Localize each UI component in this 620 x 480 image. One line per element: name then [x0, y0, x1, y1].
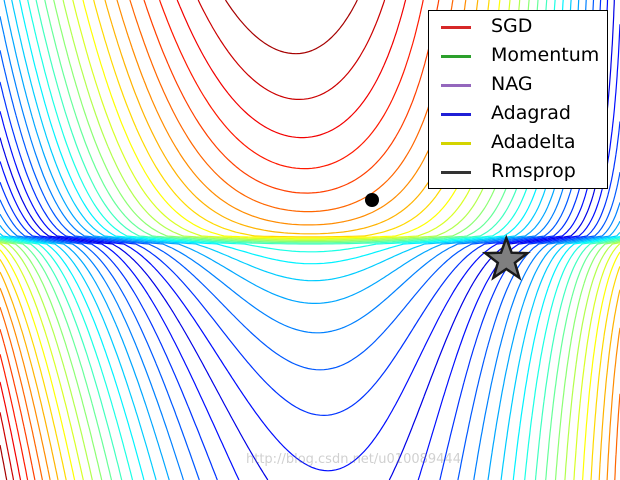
- legend-entry: SGD: [429, 13, 607, 42]
- legend-label: Rmsprop: [491, 160, 576, 182]
- contour-line: [0, 236, 620, 480]
- legend-entry: Adadelta: [429, 129, 607, 158]
- contour-line: [0, 238, 620, 480]
- legend-label: NAG: [491, 73, 533, 95]
- legend-swatch: [441, 113, 471, 116]
- start-point-marker: [365, 193, 379, 207]
- goal-star-marker: [481, 234, 531, 281]
- contour-line: [0, 249, 620, 480]
- legend-entry: Adagrad: [429, 100, 607, 129]
- legend-label: Momentum: [491, 44, 600, 66]
- contour-line: [0, 0, 602, 416]
- contour-line: [224, 0, 358, 55]
- contour-line: [0, 381, 22, 480]
- contour-line: [0, 354, 29, 480]
- contour-line: [0, 243, 620, 480]
- contour-line: [0, 240, 620, 480]
- contour-line: [0, 412, 15, 480]
- contour-line: [197, 0, 386, 100]
- contour-line: [0, 287, 620, 480]
- contour-line: [0, 328, 36, 480]
- contour-line: [176, 0, 407, 139]
- legend-entry: Momentum: [429, 42, 607, 71]
- legend-label: Adagrad: [491, 102, 571, 124]
- contour-line: [0, 237, 620, 480]
- watermark-text: http://blog.csdn.net/u010089444: [246, 452, 461, 467]
- contour-line: [0, 259, 620, 480]
- contour-line: [159, 0, 424, 170]
- legend-swatch: [441, 55, 471, 58]
- legend-entry: Rmsprop: [429, 158, 607, 187]
- legend-label: Adadelta: [491, 131, 576, 153]
- legend-swatch: [441, 142, 471, 145]
- legend-entry: NAG: [429, 71, 607, 100]
- contour-line: [0, 242, 620, 480]
- legend-label: SGD: [491, 15, 533, 37]
- legend-swatch: [441, 171, 471, 174]
- legend-swatch: [441, 26, 471, 29]
- contour-line: [0, 444, 8, 480]
- contour-line: [0, 306, 620, 480]
- legend-swatch: [441, 84, 471, 87]
- contour-line: [0, 271, 620, 480]
- legend: SGD Momentum NAG Adagrad Adadelta Rmsprop: [428, 10, 608, 189]
- contour-line: [0, 220, 620, 480]
- contour-line: [0, 231, 620, 480]
- contour-line: [0, 239, 620, 480]
